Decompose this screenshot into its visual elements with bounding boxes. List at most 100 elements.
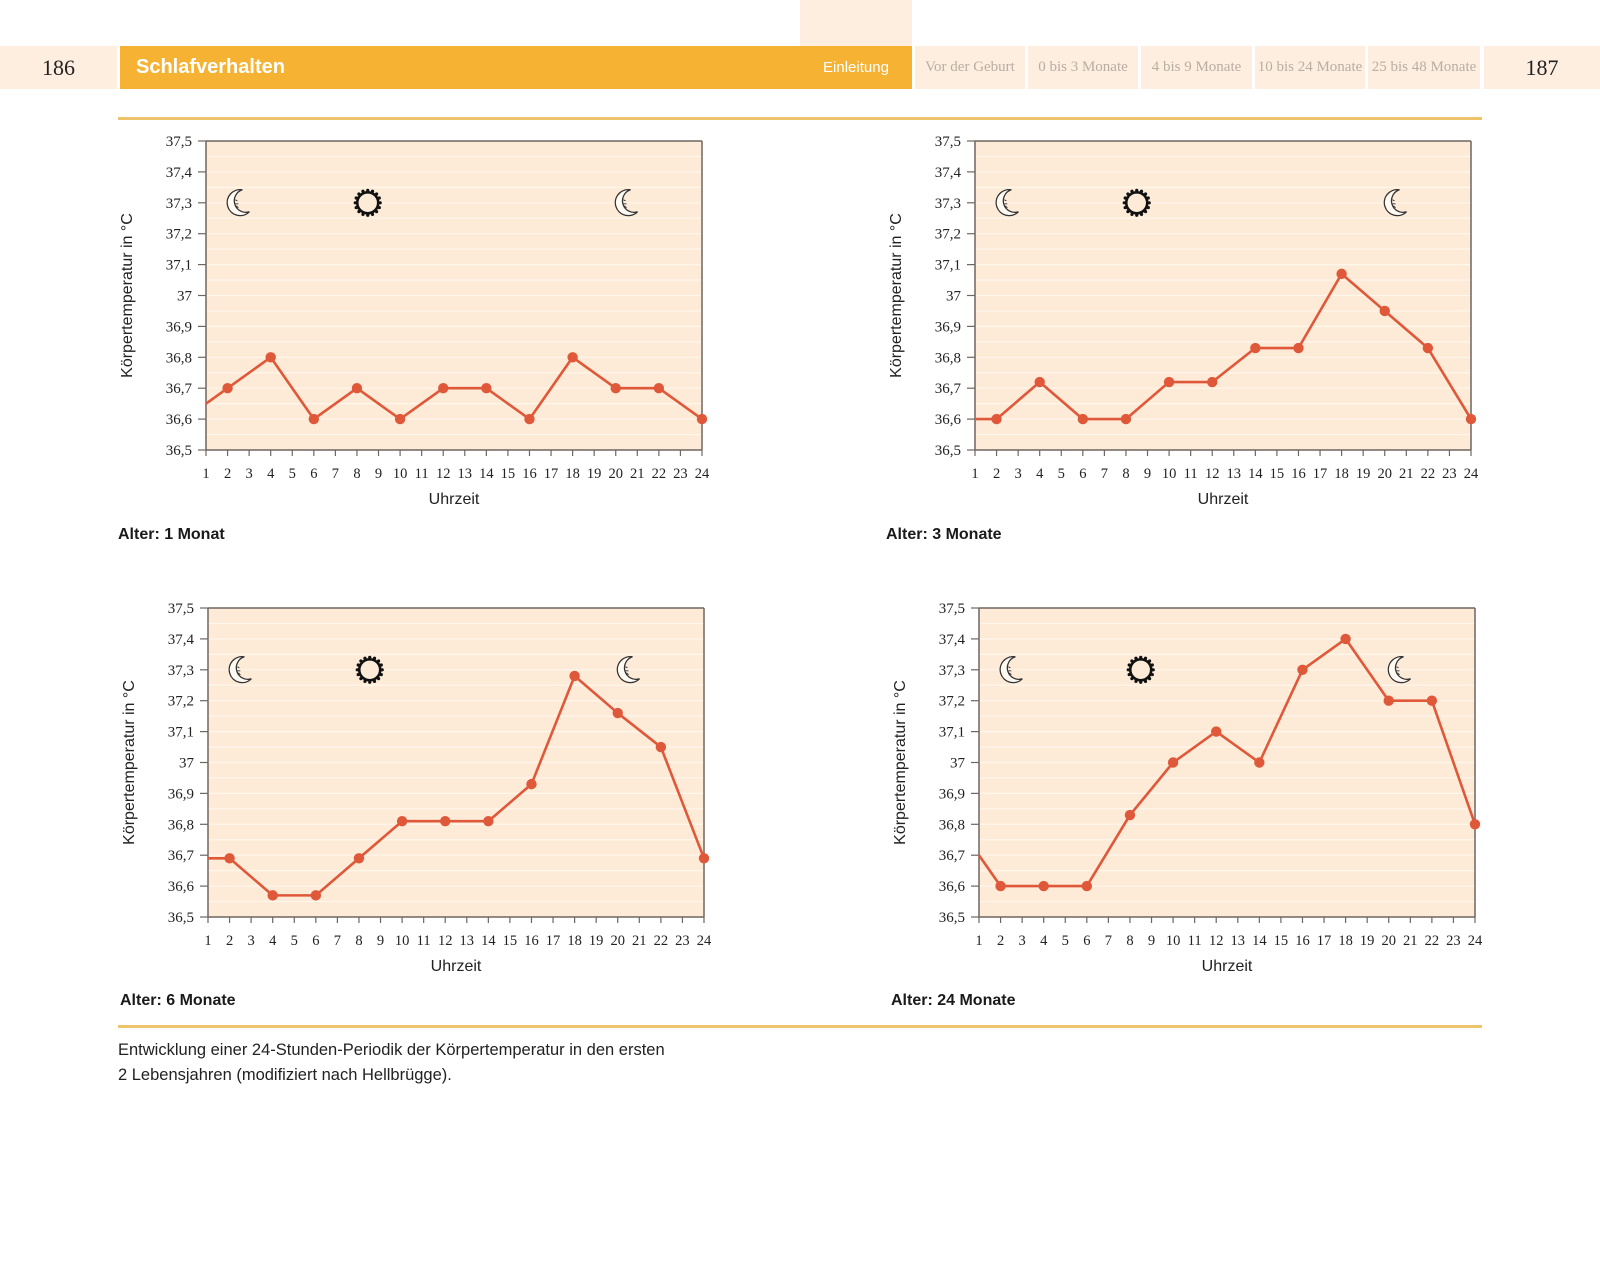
y-tick-label: 37,2 <box>166 227 192 243</box>
x-tick-label: 6 <box>312 933 319 949</box>
y-tick-label: 36,8 <box>939 817 965 833</box>
y-tick-label: 36,9 <box>935 319 961 335</box>
age-label-2: Alter: 3 Monate <box>886 526 1002 543</box>
data-point <box>1383 695 1394 706</box>
moon-shape <box>1387 655 1411 684</box>
sun-icon <box>1126 655 1155 684</box>
x-tick-label: 4 <box>267 466 275 482</box>
y-tick-label: 37,5 <box>939 601 965 617</box>
x-tick-label: 16 <box>522 466 537 482</box>
age-label-1: Alter: 1 Monat <box>118 526 225 543</box>
x-tick-label: 22 <box>654 933 669 949</box>
x-tick-label: 3 <box>248 933 255 949</box>
page-number-left: 186 <box>0 46 117 89</box>
data-point <box>1124 809 1136 821</box>
y-tick-label: 37,4 <box>168 632 195 648</box>
x-tick-label: 6 <box>1083 933 1090 949</box>
age-label-4: Alter: 24 Monate <box>891 992 1016 1009</box>
age-label-3: Alter: 6 Monate <box>120 992 236 1009</box>
moon-face <box>237 666 241 676</box>
data-point <box>655 741 667 753</box>
tab-vor-der-geburt[interactable]: Vor der Geburt <box>915 46 1025 89</box>
data-point <box>995 880 1006 892</box>
chart-6-monate: 36,5 36,6 36,7 36,8 36,9 37 37,1 37,2 37,3 37,4 37… <box>112 597 732 987</box>
x-tick-label: 13 <box>1227 466 1242 482</box>
y-axis-label: Körpertemperatur in °C <box>888 213 905 378</box>
x-tick-label: 4 <box>1036 466 1044 482</box>
data-point <box>569 670 580 682</box>
tab-25-bis-48-monate[interactable]: 25 bis 48 Monate <box>1368 46 1480 89</box>
x-tick-label: 13 <box>1231 933 1246 949</box>
x-tick-label: 9 <box>1148 933 1155 949</box>
y-tick-label: 37,4 <box>935 165 962 181</box>
x-tick-label: 7 <box>334 933 341 949</box>
y-tick-label: 37,3 <box>939 663 965 679</box>
x-tick-label: 17 <box>1313 466 1328 482</box>
x-tick-label: 21 <box>630 466 645 482</box>
y-tick-label: 36,6 <box>168 879 195 895</box>
x-tick-label: 10 <box>393 466 408 482</box>
x-tick-label: 19 <box>589 933 604 949</box>
data-point <box>1034 376 1045 388</box>
page-number-right: 187 <box>1484 46 1600 89</box>
x-tick-label: 12 <box>436 466 451 482</box>
x-tick-label: 12 <box>1209 933 1224 949</box>
y-tick-label: 37,2 <box>168 694 194 710</box>
y-tick-label: 36,5 <box>166 443 192 459</box>
x-tick-label: 18 <box>1338 933 1353 949</box>
y-tick-label: 37,2 <box>939 694 965 710</box>
x-tick-label: 14 <box>1248 466 1263 482</box>
tab-einleitung[interactable]: Einleitung <box>800 46 912 89</box>
chart-svg: 36,536,636,736,836,93737,137,237,337,437… <box>892 601 1483 975</box>
tab-4-bis-9-monate[interactable]: 4 bis 9 Monate <box>1141 46 1252 89</box>
data-point <box>394 413 406 425</box>
y-tick-label: 36,6 <box>935 412 962 428</box>
data-point <box>1081 880 1093 892</box>
moon-face <box>235 199 239 209</box>
tab-10-bis-24-monate[interactable]: 10 bis 24 Monate <box>1255 46 1365 89</box>
x-tick-label: 15 <box>501 466 516 482</box>
moon-shape <box>226 188 250 217</box>
x-tick-label: 8 <box>353 466 360 482</box>
y-axis-label: Körpertemperatur in °C <box>892 680 909 845</box>
moon-shape <box>999 655 1023 684</box>
x-tick-label: 5 <box>289 466 296 482</box>
x-tick-label: 7 <box>1105 933 1112 949</box>
x-tick-label: 1 <box>971 466 978 482</box>
x-tick-label: 23 <box>1442 466 1457 482</box>
moon-face <box>623 199 627 209</box>
data-point <box>440 816 451 827</box>
x-tick-label: 12 <box>1205 466 1220 482</box>
x-tick-label: 24 <box>1464 466 1479 482</box>
x-tick-label: 13 <box>458 466 473 482</box>
x-tick-label: 8 <box>355 933 362 949</box>
x-tick-label: 4 <box>269 933 277 949</box>
y-tick-label: 36,9 <box>166 319 192 335</box>
x-tick-label: 2 <box>226 933 233 949</box>
x-tick-label: 2 <box>993 466 1000 482</box>
x-tick-label: 9 <box>1144 466 1151 482</box>
data-point <box>653 383 665 394</box>
sun-icon <box>1122 188 1151 217</box>
moon-shape <box>1383 188 1407 217</box>
y-tick-label: 36,8 <box>168 817 194 833</box>
y-axis-label: Körpertemperatur in °C <box>119 213 136 378</box>
data-point <box>1254 757 1265 768</box>
y-tick-label: 36,5 <box>168 910 194 926</box>
data-point <box>1422 342 1434 354</box>
sun-icon <box>353 188 382 217</box>
y-tick-label: 37,3 <box>166 196 192 212</box>
data-point <box>1163 376 1175 388</box>
data-point <box>1038 880 1049 892</box>
tab-0-bis-3-monate[interactable]: 0 bis 3 Monate <box>1028 46 1138 89</box>
x-tick-label: 7 <box>1101 466 1108 482</box>
x-tick-label: 18 <box>565 466 580 482</box>
chart-24-monate: 36,5 36,6 36,7 36,8 36,9 37 37,1 37,2 37,3 37,4 37… <box>883 597 1503 987</box>
y-tick-label: 36,8 <box>935 350 961 366</box>
moon-face <box>1396 666 1400 676</box>
x-tick-label: 15 <box>503 933 518 949</box>
y-tick-label: 36,9 <box>939 786 965 802</box>
x-tick-label: 5 <box>1058 466 1065 482</box>
y-tick-label: 37 <box>950 756 966 772</box>
data-point <box>222 383 233 394</box>
